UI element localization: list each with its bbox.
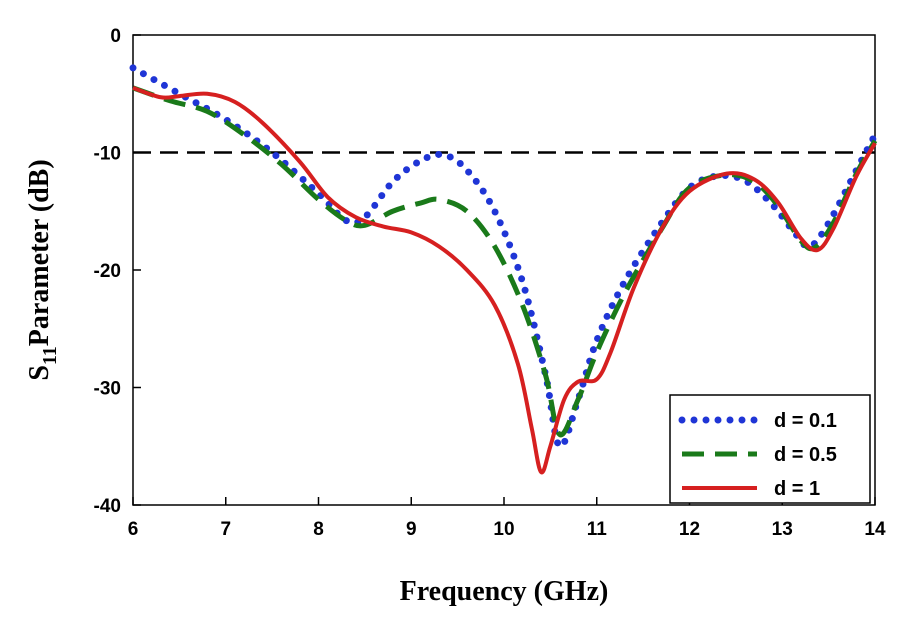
y-tick-label: -10	[94, 144, 121, 165]
x-tick-label: 13	[772, 519, 793, 540]
x-tick-label: 12	[679, 519, 700, 540]
y-axis-title-subscript: 11	[39, 346, 61, 365]
legend-label-2: d = 0.5	[774, 444, 837, 466]
x-tick-label: 14	[864, 519, 886, 540]
legend: d = 0.1 d = 0.5 d = 1	[669, 394, 871, 504]
legend-box	[669, 394, 871, 504]
x-tick-label: 9	[406, 519, 417, 540]
y-axis-title-main: S	[24, 365, 55, 381]
y-tick-label: -40	[94, 496, 121, 517]
y-axis-title: S11Parameter (dB)	[24, 159, 61, 380]
legend-items: d = 0.1 d = 0.5 d = 1	[678, 410, 837, 500]
y-tick-label: 0	[110, 26, 121, 47]
series-line-3	[132, 85, 877, 475]
x-tick-label: 11	[587, 519, 608, 540]
y-axis-title-rest: Parameter (dB)	[24, 159, 55, 346]
y-axis-ticks: 0 -10 -20 -30 -40	[94, 26, 141, 517]
x-tick-label: 8	[313, 519, 324, 540]
x-tick-label: 7	[220, 519, 231, 540]
x-tick-label: 6	[128, 519, 139, 540]
x-axis-ticks: 6 7 8 9 10 11 12 13 14	[128, 497, 886, 540]
y-tick-label: -20	[94, 261, 121, 282]
legend-label-3: d = 1	[774, 478, 820, 500]
y-tick-label: -30	[94, 379, 121, 400]
x-tick-label: 10	[493, 519, 514, 540]
series-line-2	[132, 85, 878, 438]
x-axis-title: Frequency (GHz)	[400, 576, 609, 607]
series-layer	[129, 64, 879, 475]
legend-label-1: d = 0.1	[774, 410, 837, 432]
